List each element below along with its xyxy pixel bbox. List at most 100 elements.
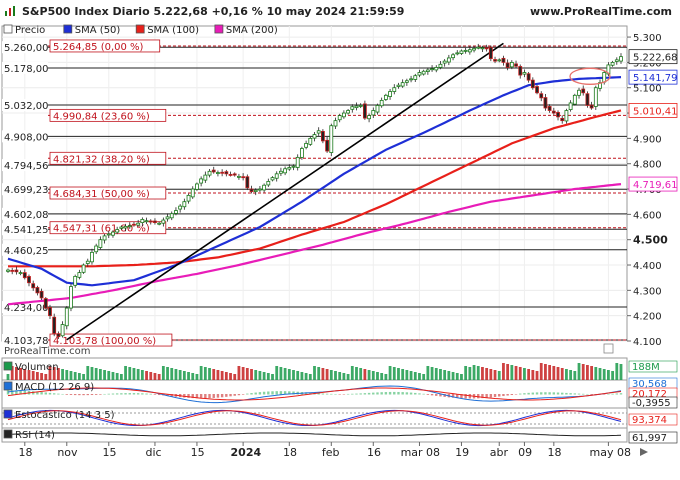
volume-bar bbox=[98, 369, 102, 380]
candle bbox=[186, 194, 191, 202]
legend-label: SMA (50) bbox=[75, 25, 121, 36]
level-label: 4.699,23 bbox=[4, 185, 49, 196]
panel-settings-icon[interactable] bbox=[603, 343, 614, 354]
macd-histogram bbox=[10, 390, 14, 395]
candle bbox=[589, 104, 594, 109]
candle bbox=[295, 156, 300, 168]
volume-bar bbox=[409, 371, 413, 380]
volume-bar bbox=[128, 367, 132, 380]
candle bbox=[476, 46, 481, 49]
macd-histogram bbox=[493, 394, 497, 398]
level-label: 4.602,08 bbox=[4, 210, 49, 221]
volume-bar bbox=[195, 374, 199, 380]
candle bbox=[400, 82, 405, 87]
macd-histogram bbox=[292, 391, 295, 395]
volume-bar bbox=[94, 368, 98, 380]
volume-bar bbox=[481, 367, 484, 380]
macd-histogram bbox=[78, 394, 81, 396]
macd-histogram bbox=[531, 392, 535, 395]
x-tick-label: nov bbox=[57, 446, 78, 459]
volume-bar bbox=[384, 374, 388, 380]
volume-bar bbox=[577, 363, 581, 380]
candle bbox=[6, 269, 10, 272]
macd-histogram bbox=[561, 392, 564, 395]
macd-histogram bbox=[523, 393, 526, 395]
macd-histogram bbox=[367, 392, 371, 395]
highlight-ellipse bbox=[569, 67, 611, 85]
candle bbox=[337, 115, 342, 121]
candle bbox=[39, 290, 44, 299]
volume-bar bbox=[363, 369, 367, 380]
macd-histogram bbox=[393, 391, 396, 395]
level-label-bg bbox=[2, 159, 48, 172]
volume-bar bbox=[283, 368, 287, 380]
candle bbox=[556, 112, 560, 118]
macd-histogram bbox=[590, 394, 593, 395]
level-label: 5.178,00 bbox=[4, 64, 49, 75]
macd-histogram bbox=[544, 392, 547, 395]
candle bbox=[291, 165, 296, 168]
macd-histogram bbox=[506, 394, 509, 396]
y-tick-label: 4.600 bbox=[633, 210, 662, 221]
macd-histogram bbox=[405, 392, 409, 395]
macd-histogram bbox=[15, 390, 18, 395]
candle bbox=[388, 91, 392, 97]
candle bbox=[530, 79, 535, 89]
candle bbox=[237, 175, 241, 178]
candle bbox=[392, 87, 397, 92]
macd-histogram bbox=[359, 393, 362, 395]
volume-bar bbox=[279, 367, 283, 380]
candle bbox=[505, 62, 510, 68]
level-label: 4.234,00 bbox=[4, 303, 49, 314]
legend-label: SMA (200) bbox=[226, 25, 278, 36]
volume-bar bbox=[111, 372, 115, 380]
site-name[interactable]: www.ProRealTime.com bbox=[529, 5, 672, 18]
macd-histogram bbox=[275, 391, 278, 395]
volume-bar bbox=[82, 374, 85, 380]
level-label-bg bbox=[2, 243, 48, 256]
volume-bar bbox=[607, 370, 610, 380]
candle bbox=[564, 110, 569, 122]
candle bbox=[27, 276, 31, 284]
macd-histogram bbox=[99, 394, 102, 395]
macd-histogram bbox=[128, 393, 131, 395]
macd-histogram bbox=[82, 394, 85, 396]
macd-histogram bbox=[464, 394, 467, 399]
volume-bar bbox=[23, 369, 27, 380]
candle bbox=[451, 54, 455, 59]
panel-swatch bbox=[3, 429, 13, 439]
volume-bar bbox=[413, 372, 417, 380]
y-tick-label: 4.100 bbox=[633, 337, 662, 348]
x-tick-label: mar 08 bbox=[401, 446, 440, 459]
volume-bar bbox=[229, 373, 232, 380]
chart-type-icon[interactable] bbox=[4, 5, 17, 17]
volume-bar bbox=[308, 374, 312, 380]
candle bbox=[404, 80, 409, 83]
volume-bar bbox=[245, 368, 249, 380]
candle bbox=[169, 213, 174, 219]
candle bbox=[64, 307, 69, 327]
candle bbox=[31, 283, 36, 289]
x-tick-label: 19 bbox=[455, 446, 469, 459]
macd-histogram bbox=[388, 391, 392, 395]
candle bbox=[132, 223, 136, 226]
volume-bar bbox=[514, 366, 518, 380]
macd-histogram bbox=[376, 392, 379, 395]
level-label: 4.103,78 bbox=[4, 336, 49, 347]
candle bbox=[60, 324, 65, 337]
macd-histogram bbox=[157, 394, 161, 396]
macd-histogram bbox=[271, 391, 274, 395]
volume-bar bbox=[149, 372, 153, 380]
macd-histogram bbox=[582, 393, 585, 395]
volume-bar bbox=[178, 370, 182, 380]
rsi-line bbox=[7, 432, 622, 437]
candle bbox=[111, 231, 115, 236]
macd-histogram bbox=[94, 394, 98, 395]
volume-bar bbox=[468, 367, 472, 380]
macd-histogram bbox=[435, 394, 438, 396]
candle bbox=[165, 216, 170, 220]
macd-histogram bbox=[267, 391, 270, 395]
macd-histogram bbox=[69, 394, 73, 395]
scroll-right-icon[interactable] bbox=[640, 448, 648, 456]
